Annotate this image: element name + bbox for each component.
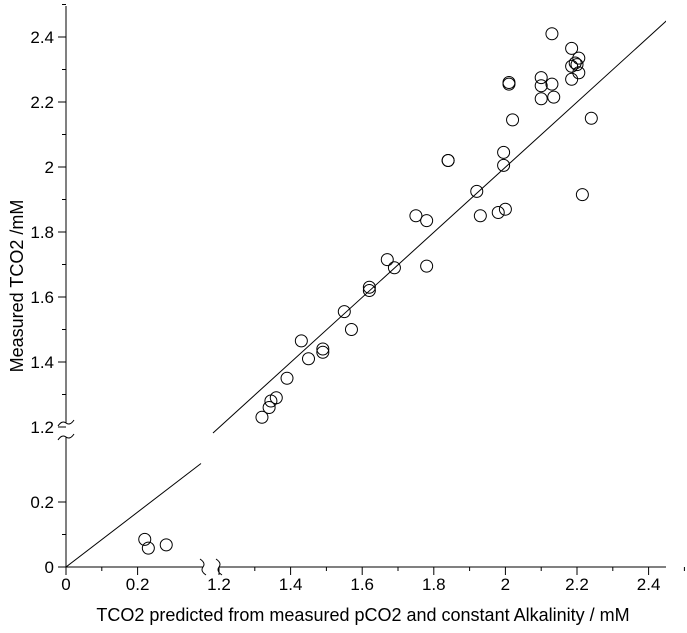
y-tick-label: 2 <box>45 158 54 177</box>
data-point <box>262 401 276 414</box>
data-point <box>584 111 598 125</box>
data-point <box>362 284 376 297</box>
y-tick-label: 1.2 <box>30 418 54 437</box>
data-point <box>534 71 548 85</box>
y-tick-label: 0.2 <box>30 493 54 512</box>
reference-line-low <box>66 463 202 567</box>
data-point <box>316 342 330 356</box>
data-point <box>337 305 351 319</box>
x-tick-label: 1.8 <box>422 575 446 594</box>
data-point <box>572 66 586 80</box>
data-point <box>565 41 579 55</box>
data-point <box>498 202 512 216</box>
data-point <box>344 323 358 336</box>
data-point <box>138 532 152 546</box>
reference-line-high <box>212 20 666 434</box>
data-point <box>575 188 589 202</box>
x-tick-label: 1.6 <box>350 575 374 594</box>
x-tick-label: 1.4 <box>279 575 303 594</box>
data-point <box>269 391 283 405</box>
reference-line-group <box>66 20 666 567</box>
data-point <box>534 79 548 93</box>
data-point <box>380 253 394 267</box>
data-point <box>420 214 434 228</box>
data-point <box>568 56 582 70</box>
data-point <box>572 51 586 65</box>
data-point <box>565 72 579 86</box>
x-tick-label: 2.4 <box>637 575 661 594</box>
data-point <box>294 334 308 348</box>
data-point <box>497 158 511 172</box>
axes <box>57 4 685 576</box>
data-point <box>387 261 401 275</box>
data-point <box>362 280 376 294</box>
x-tick-label: 0.2 <box>126 575 150 594</box>
data-point <box>570 58 584 72</box>
data-points <box>138 27 598 555</box>
data-point <box>497 145 511 159</box>
data-point <box>565 59 579 73</box>
data-point <box>470 184 484 198</box>
data-point <box>545 27 559 41</box>
tick-labels: 0 0.2 1.2 1.4 1.6 1.8 2 2.2 2.4 0 0.2 1.2 1.4 1.6 1.8 2… <box>30 28 660 594</box>
data-point <box>280 371 294 385</box>
y-axis-break-top <box>57 419 75 427</box>
data-point <box>409 209 423 223</box>
y-tick-label: 2.4 <box>30 28 54 47</box>
y-axis-title: Measured TCO2 /mM <box>7 200 27 373</box>
data-point <box>420 259 434 273</box>
x-axis-break-left <box>199 558 207 576</box>
data-point <box>534 92 548 106</box>
y-tick-label: 1.8 <box>30 223 54 242</box>
y-tick-label: 1.4 <box>30 353 54 372</box>
data-point <box>159 538 173 552</box>
y-tick-label: 2.2 <box>30 93 54 112</box>
data-point <box>141 541 155 555</box>
data-point <box>316 345 330 359</box>
data-point <box>255 410 269 424</box>
y-axis-break-bottom <box>57 433 75 441</box>
x-tick-label: 2.2 <box>565 575 589 594</box>
x-tick-label: 1.2 <box>207 575 231 594</box>
data-point <box>506 113 520 127</box>
x-tick-label: 0 <box>61 575 70 594</box>
data-point <box>302 352 315 366</box>
x-tick-label: 2 <box>501 575 510 594</box>
data-point <box>547 90 561 104</box>
y-tick-label: 1.6 <box>30 288 54 307</box>
data-point <box>545 77 559 91</box>
y-tick-label: 0 <box>45 558 54 577</box>
data-point <box>473 209 487 223</box>
data-point <box>441 154 455 167</box>
data-point <box>502 77 516 91</box>
x-axis-title: TCO2 predicted from measured pCO2 and co… <box>96 605 629 625</box>
data-point <box>491 206 505 219</box>
